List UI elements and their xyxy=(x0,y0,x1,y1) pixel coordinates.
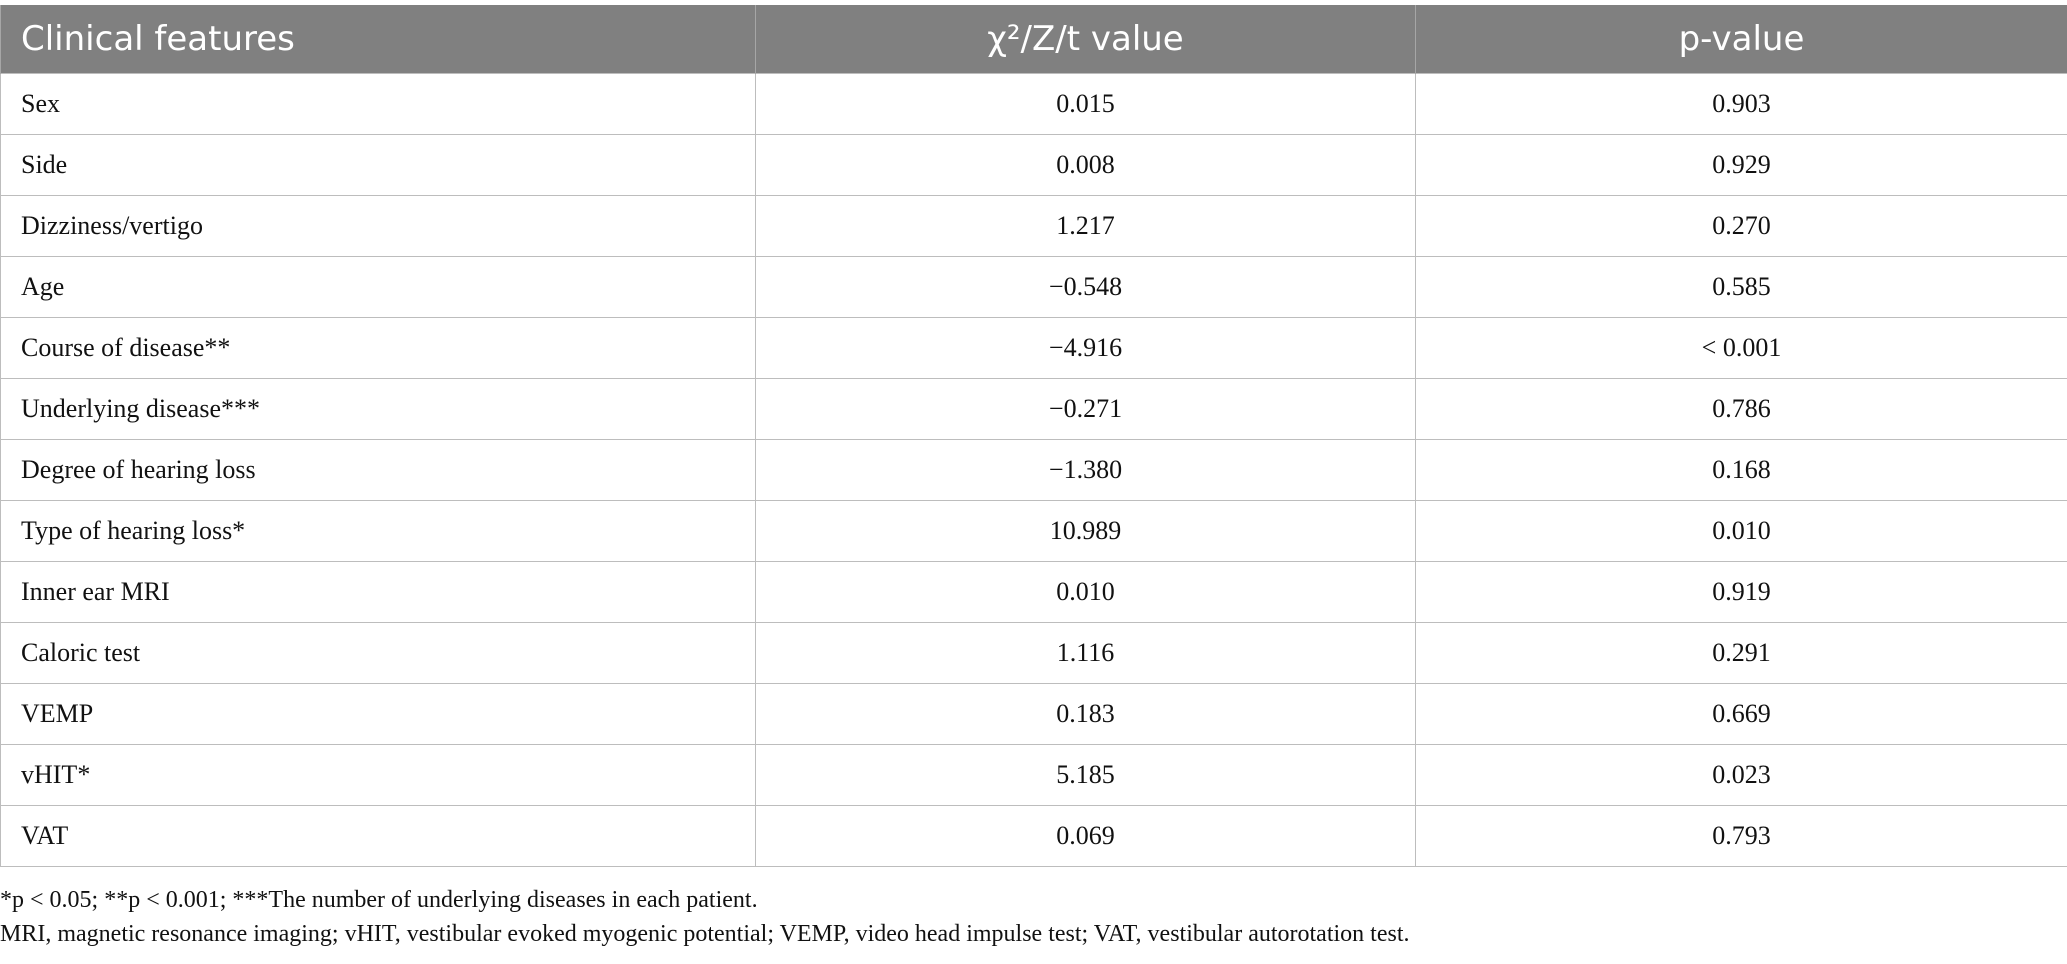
cell-p-value: 0.270 xyxy=(1415,195,2067,257)
cell-statistic-value: 1.217 xyxy=(755,195,1416,257)
cell-p-value: 0.929 xyxy=(1415,134,2067,196)
cell-clinical-feature: Type of hearing loss* xyxy=(0,500,756,562)
table-row: Caloric test 1.116 0.291 xyxy=(0,622,2067,684)
table-body: Sex 0.015 0.903 Side 0.008 0.929 Dizziness/ver… xyxy=(0,73,2067,867)
cell-clinical-feature: Side xyxy=(0,134,756,196)
cell-clinical-feature: Dizziness/vertigo xyxy=(0,195,756,257)
cell-statistic-value: −0.548 xyxy=(755,256,1416,318)
cell-statistic-value: 1.116 xyxy=(755,622,1416,684)
cell-p-value: 0.585 xyxy=(1415,256,2067,318)
cell-p-value: 0.903 xyxy=(1415,73,2067,135)
table-row: Course of disease** −4.916 < 0.001 xyxy=(0,317,2067,379)
cell-statistic-value: 0.069 xyxy=(755,805,1416,867)
table-row: Dizziness/vertigo 1.217 0.270 xyxy=(0,195,2067,257)
cell-clinical-feature: Inner ear MRI xyxy=(0,561,756,623)
table-row: Inner ear MRI 0.010 0.919 xyxy=(0,561,2067,623)
cell-p-value: < 0.001 xyxy=(1415,317,2067,379)
table-row: vHIT* 5.185 0.023 xyxy=(0,744,2067,806)
header-p-value: p-value xyxy=(1415,5,2067,74)
footnote-significance: *p < 0.05; **p < 0.001; ***The number of… xyxy=(0,887,758,913)
cell-p-value: 0.023 xyxy=(1415,744,2067,806)
cell-clinical-feature: Caloric test xyxy=(0,622,756,684)
cell-clinical-feature: vHIT* xyxy=(0,744,756,806)
cell-clinical-feature: VEMP xyxy=(0,683,756,745)
table-row: VAT 0.069 0.793 xyxy=(0,805,2067,867)
cell-clinical-feature: Degree of hearing loss xyxy=(0,439,756,501)
table-row: Sex 0.015 0.903 xyxy=(0,73,2067,135)
cell-statistic-value: 0.008 xyxy=(755,134,1416,196)
cell-statistic-value: −4.916 xyxy=(755,317,1416,379)
cell-statistic-value: 0.015 xyxy=(755,73,1416,135)
cell-p-value: 0.168 xyxy=(1415,439,2067,501)
results-table-container: Clinical features χ²/Z/t value p-value S… xyxy=(0,5,2067,867)
clinical-features-table: Clinical features χ²/Z/t value p-value S… xyxy=(0,5,2067,867)
cell-statistic-value: 10.989 xyxy=(755,500,1416,562)
cell-p-value: 0.919 xyxy=(1415,561,2067,623)
cell-statistic-value: 5.185 xyxy=(755,744,1416,806)
cell-p-value: 0.669 xyxy=(1415,683,2067,745)
cell-clinical-feature: Course of disease** xyxy=(0,317,756,379)
cell-statistic-value: −1.380 xyxy=(755,439,1416,501)
cell-clinical-feature: Age xyxy=(0,256,756,318)
cell-p-value: 0.291 xyxy=(1415,622,2067,684)
cell-clinical-feature: Sex xyxy=(0,73,756,135)
header-statistic-value: χ²/Z/t value xyxy=(755,5,1416,74)
table-footnotes: *p < 0.05; **p < 0.001; ***The number of… xyxy=(0,883,2067,951)
table-row: VEMP 0.183 0.669 xyxy=(0,683,2067,745)
table-row: Type of hearing loss* 10.989 0.010 xyxy=(0,500,2067,562)
cell-p-value: 0.786 xyxy=(1415,378,2067,440)
cell-statistic-value: −0.271 xyxy=(755,378,1416,440)
table-row: Underlying disease*** −0.271 0.786 xyxy=(0,378,2067,440)
header-clinical-features: Clinical features xyxy=(0,5,756,74)
table-header: Clinical features χ²/Z/t value p-value xyxy=(0,5,2067,74)
cell-statistic-value: 0.183 xyxy=(755,683,1416,745)
footnote-abbreviations: MRI, magnetic resonance imaging; vHIT, v… xyxy=(0,921,1410,947)
cell-clinical-feature: VAT xyxy=(0,805,756,867)
table-row: Degree of hearing loss −1.380 0.168 xyxy=(0,439,2067,501)
cell-statistic-value: 0.010 xyxy=(755,561,1416,623)
table-row: Age −0.548 0.585 xyxy=(0,256,2067,318)
cell-clinical-feature: Underlying disease*** xyxy=(0,378,756,440)
cell-p-value: 0.010 xyxy=(1415,500,2067,562)
table-row: Side 0.008 0.929 xyxy=(0,134,2067,196)
cell-p-value: 0.793 xyxy=(1415,805,2067,867)
